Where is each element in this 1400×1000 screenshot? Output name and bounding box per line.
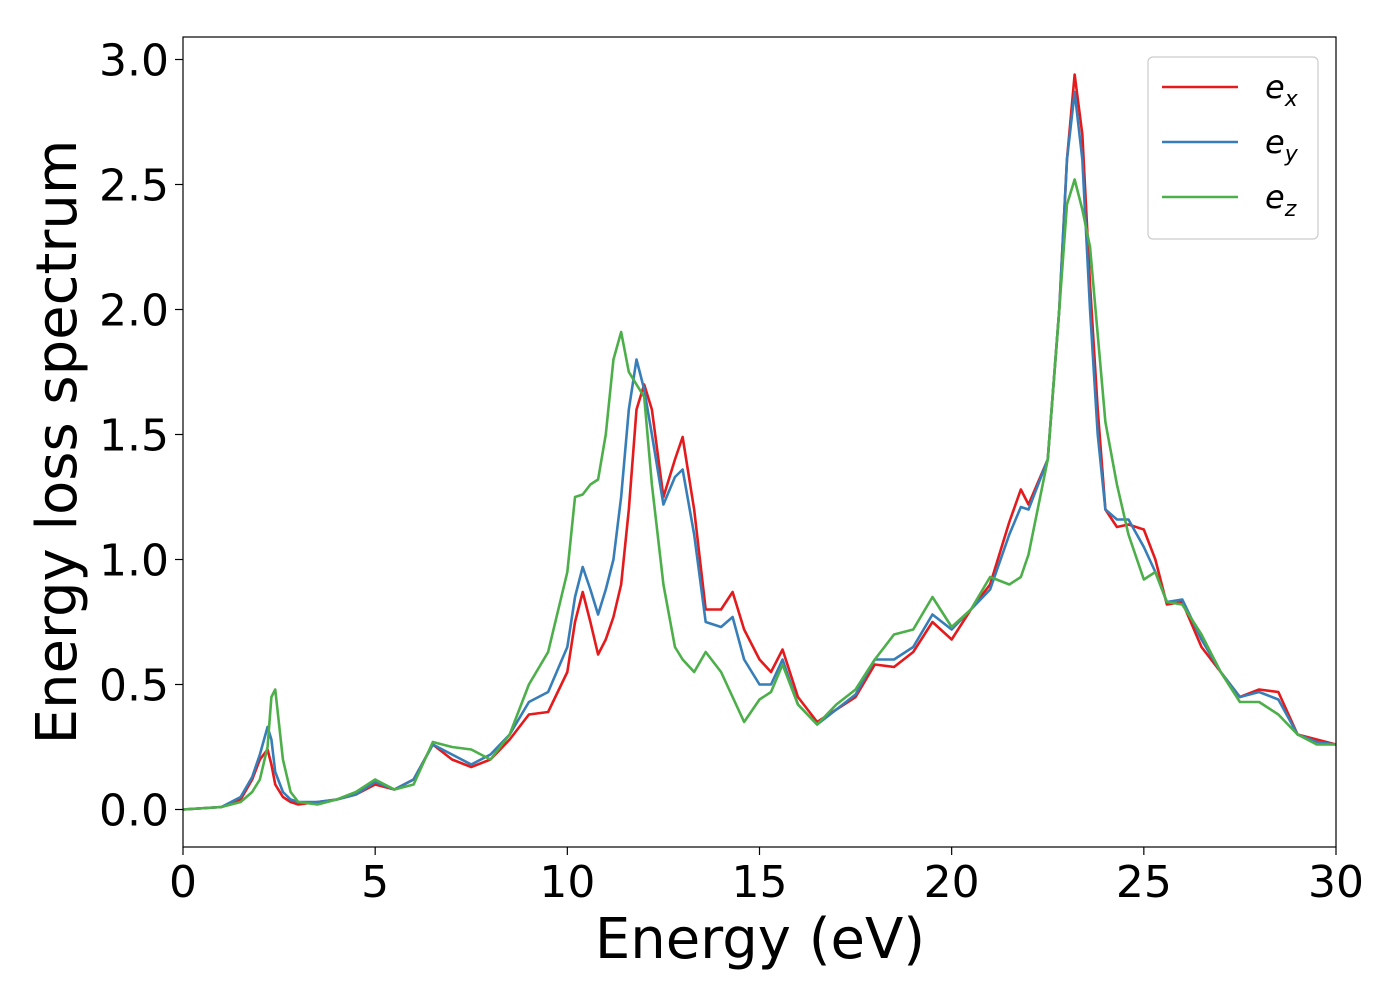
- series-line: [182, 90, 1337, 811]
- x-tick-label: 30: [1308, 857, 1364, 908]
- y-tick-label: 1.5: [99, 411, 169, 462]
- x-tick-label: 25: [1116, 857, 1172, 908]
- legend-label: ez: [1265, 178, 1297, 222]
- legend-label: ey: [1265, 123, 1299, 167]
- x-axis-label: Energy (eV): [595, 907, 925, 972]
- series-line: [182, 73, 1337, 811]
- y-tick-label: 2.5: [99, 161, 169, 212]
- legend-box: [1147, 56, 1319, 240]
- legend-label: ex: [1265, 68, 1299, 112]
- y-axis-label: Energy loss spectrum: [25, 140, 90, 745]
- y-tick-label: 0.0: [99, 786, 169, 837]
- x-tick-label: 10: [539, 857, 595, 908]
- series-line: [182, 178, 1336, 811]
- y-tick-label: 1.0: [99, 536, 169, 587]
- x-tick-label: 5: [361, 857, 389, 908]
- y-tick-label: 0.5: [99, 661, 169, 712]
- x-tick-label: 20: [924, 857, 980, 908]
- y-tick-label: 2.0: [99, 286, 169, 337]
- plot-frame: [182, 36, 1337, 848]
- x-tick-label: 0: [169, 857, 197, 908]
- y-tick-label: 3.0: [99, 36, 169, 87]
- x-tick-label: 15: [732, 857, 788, 908]
